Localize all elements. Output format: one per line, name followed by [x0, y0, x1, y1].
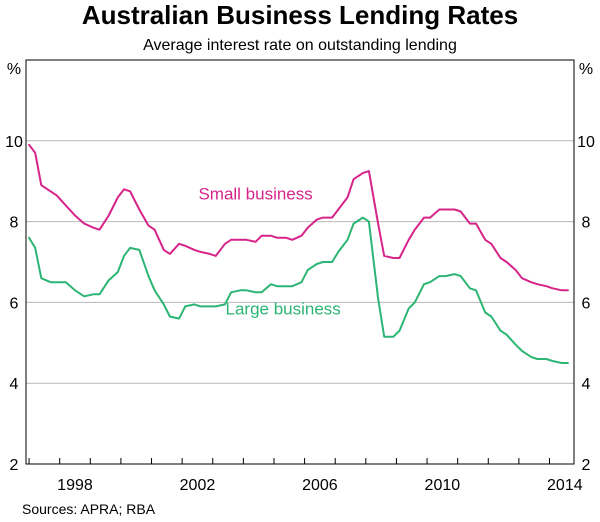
- y-tick-label-right: 10: [577, 134, 595, 151]
- y-tick-label-right: 8: [582, 215, 591, 232]
- x-tick-marks: [28, 458, 551, 464]
- chart-subtitle: Average interest rate on outstanding len…: [143, 37, 457, 54]
- y-tick-label-right: 4: [582, 376, 591, 393]
- plot-frame: [25, 59, 575, 465]
- y-tick-labels-right: 2 4 6 8 10: [577, 134, 595, 474]
- x-tick-label-2014: 2014: [547, 477, 583, 494]
- x-tick-label-2002: 2002: [180, 477, 216, 494]
- chart-title: Australian Business Lending Rates: [82, 0, 518, 30]
- annotation-large-business: Large business: [226, 300, 341, 319]
- x-tick-labels: 1998 2002 2006 2010 2014: [57, 477, 583, 494]
- series-line-small-business: [28, 143, 569, 292]
- y-axis-unit-left: %: [7, 61, 21, 78]
- y-tick-label-left: 2: [10, 457, 19, 474]
- source-note: Sources: APRA; RBA: [22, 501, 156, 517]
- y-tick-label-left: 10: [5, 134, 23, 151]
- y-tick-label-left: 8: [10, 215, 19, 232]
- series-line-large-business: [28, 216, 569, 364]
- x-tick-label-2010: 2010: [425, 477, 461, 494]
- y-axis-unit-right: %: [579, 61, 593, 78]
- y-tick-label-left: 4: [10, 376, 19, 393]
- x-tick-label-2006: 2006: [302, 477, 338, 494]
- x-tick-label-1998: 1998: [57, 477, 93, 494]
- y-tick-label-left: 6: [10, 295, 19, 312]
- series-annotations: Small business Large business: [198, 184, 340, 318]
- y-tick-label-right: 6: [582, 295, 591, 312]
- y-tick-labels-left: 2 4 6 8 10: [5, 134, 23, 474]
- y-tick-label-right: 2: [582, 457, 591, 474]
- series-lines: [28, 143, 569, 364]
- annotation-small-business: Small business: [198, 184, 312, 203]
- gridlines: [26, 140, 574, 384]
